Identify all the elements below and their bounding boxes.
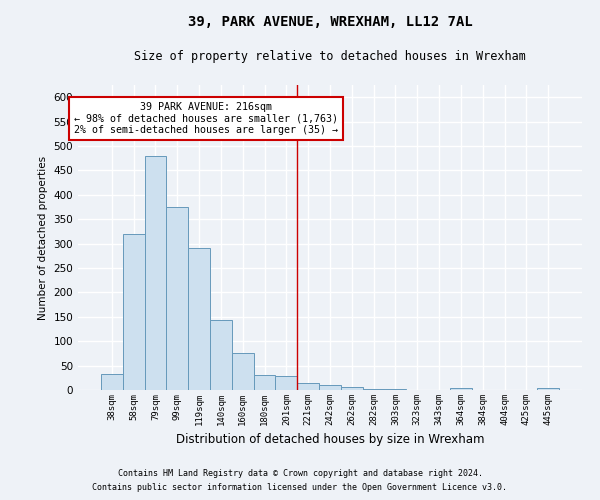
Bar bbox=[297, 382, 319, 390]
Bar bbox=[232, 354, 254, 390]
Bar bbox=[341, 387, 363, 390]
Text: Size of property relative to detached houses in Wrexham: Size of property relative to detached ho… bbox=[134, 50, 526, 63]
Text: Contains public sector information licensed under the Open Government Licence v3: Contains public sector information licen… bbox=[92, 484, 508, 492]
Bar bbox=[101, 374, 123, 390]
Bar bbox=[188, 248, 210, 390]
X-axis label: Distribution of detached houses by size in Wrexham: Distribution of detached houses by size … bbox=[176, 434, 484, 446]
Text: 39, PARK AVENUE, WREXHAM, LL12 7AL: 39, PARK AVENUE, WREXHAM, LL12 7AL bbox=[188, 15, 472, 29]
Bar bbox=[275, 376, 297, 390]
Bar bbox=[363, 388, 385, 390]
Bar bbox=[319, 385, 341, 390]
Bar bbox=[123, 234, 145, 390]
Bar bbox=[166, 207, 188, 390]
Text: 39 PARK AVENUE: 216sqm
← 98% of detached houses are smaller (1,763)
2% of semi-d: 39 PARK AVENUE: 216sqm ← 98% of detached… bbox=[74, 102, 338, 136]
Bar bbox=[450, 388, 472, 390]
Bar bbox=[385, 389, 406, 390]
Bar bbox=[210, 320, 232, 390]
Y-axis label: Number of detached properties: Number of detached properties bbox=[38, 156, 48, 320]
Bar bbox=[254, 376, 275, 390]
Bar bbox=[537, 388, 559, 390]
Bar bbox=[145, 156, 166, 390]
Text: Contains HM Land Registry data © Crown copyright and database right 2024.: Contains HM Land Registry data © Crown c… bbox=[118, 468, 482, 477]
